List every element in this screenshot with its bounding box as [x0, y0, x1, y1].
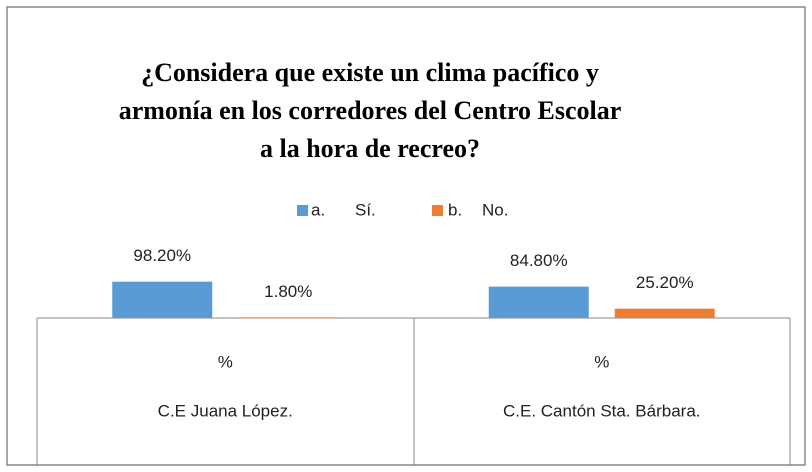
group-label: C.E. Cantón Sta. Bárbara. — [503, 401, 701, 420]
x-tick-label: % — [594, 352, 609, 371]
legend-label: No. — [482, 200, 508, 219]
data-label: 25.20% — [636, 273, 694, 292]
x-tick-label: % — [218, 352, 233, 371]
data-label: 84.80% — [510, 251, 568, 270]
data-label: 98.20% — [133, 246, 191, 265]
chart-border — [6, 6, 806, 466]
bar — [112, 281, 213, 318]
chart-title: a la hora de recreo? — [260, 134, 480, 163]
legend-label: b. — [448, 200, 462, 219]
legend-swatch — [432, 205, 443, 216]
bar — [614, 308, 715, 318]
chart-title: ¿Considera que existe un clima pacífico … — [141, 58, 599, 87]
bar — [488, 286, 589, 318]
legend-swatch — [297, 205, 308, 216]
chart-title: armonía en los corredores del Centro Esc… — [119, 96, 622, 125]
legend-label: a. — [311, 200, 325, 219]
legend-label: Sí. — [355, 200, 376, 219]
bar — [238, 317, 339, 319]
group-label: C.E Juana López. — [158, 401, 293, 420]
data-label: 1.80% — [264, 282, 312, 301]
